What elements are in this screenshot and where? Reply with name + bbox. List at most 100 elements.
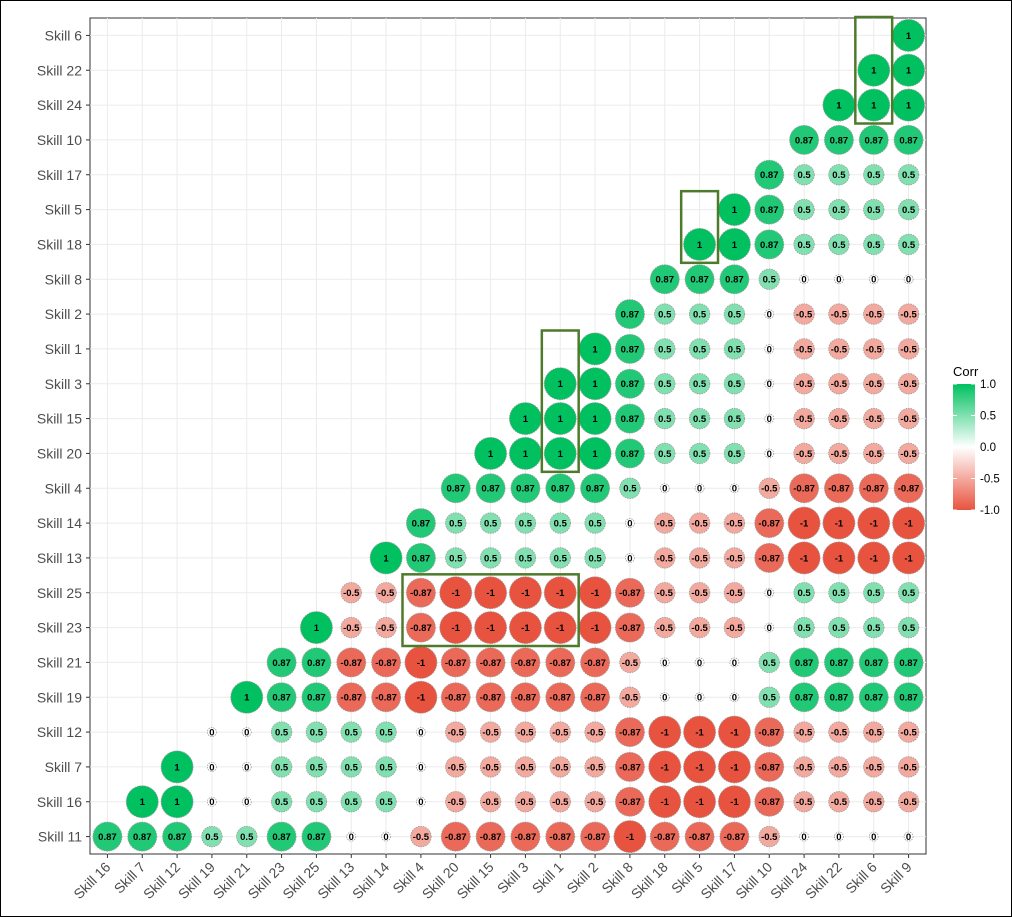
correlation-value-label: 0.87	[412, 553, 431, 564]
correlation-value-label: -0.5	[866, 727, 883, 738]
x-tick-label: Skill 6	[842, 859, 880, 897]
correlation-circle	[892, 506, 925, 540]
correlation-circle	[416, 727, 426, 737]
correlation-value-label: -0.5	[831, 449, 848, 460]
correlation-circle	[863, 616, 885, 639]
correlation-circle	[758, 477, 780, 499]
correlation-circle	[858, 125, 889, 155]
correlation-value-label: -0.87	[619, 797, 641, 808]
correlation-circle	[723, 616, 746, 639]
correlation-value-label: 0.87	[551, 484, 570, 495]
y-tick-label: Skill 18	[37, 236, 82, 252]
correlation-circle	[828, 233, 850, 256]
correlation-circle	[584, 756, 606, 778]
correlation-value-label: 1	[906, 66, 912, 77]
correlation-circle	[619, 477, 641, 499]
correlation-value-label: -0.5	[796, 414, 813, 425]
correlation-value-label: -1	[695, 727, 704, 738]
correlation-value-label: -0.5	[866, 797, 883, 808]
correlation-circle	[729, 483, 740, 494]
y-tick-label: Skill 14	[37, 515, 82, 531]
correlation-value-label: 0	[871, 275, 876, 286]
correlation-value-label: -0.5	[761, 484, 778, 495]
correlation-circle	[510, 821, 541, 852]
correlation-circle	[479, 547, 502, 569]
correlation-circle	[718, 715, 751, 749]
correlation-value-label: -0.87	[340, 658, 362, 669]
correlation-value-label: -0.5	[587, 797, 604, 808]
correlation-circle	[793, 721, 815, 743]
correlation-value-label: -0.87	[340, 693, 362, 704]
correlation-value-label: 0.87	[621, 379, 640, 390]
correlation-value-label: -0.5	[552, 727, 569, 738]
correlation-value-label: -0.87	[549, 693, 571, 704]
correlation-circle	[445, 721, 467, 743]
correlation-circle	[615, 403, 645, 434]
correlation-circle	[893, 473, 924, 504]
correlation-value-label: -0.87	[480, 832, 502, 843]
correlation-value-label: 0.87	[481, 484, 500, 495]
correlation-value-label: 0.87	[795, 658, 814, 669]
correlation-value-label: -0.5	[552, 762, 569, 773]
correlation-value-label: -0.87	[793, 484, 815, 495]
correlation-value-label: -0.87	[584, 693, 606, 704]
correlation-value-label: -0.5	[831, 309, 848, 320]
x-tick-label: Skill 2	[563, 859, 601, 897]
correlation-circle	[578, 402, 612, 435]
correlation-value-label: 0	[383, 832, 388, 843]
correlation-circle	[270, 721, 293, 743]
correlation-value-label: -1	[452, 623, 461, 634]
correlation-circle	[615, 368, 645, 399]
correlation-value-label: 0.87	[412, 518, 431, 529]
legend-tick-label: 0.5	[980, 411, 996, 423]
correlation-value-label: -0.5	[482, 727, 499, 738]
correlation-circle	[475, 473, 506, 504]
correlation-value-label: -0.87	[828, 484, 850, 495]
correlation-value-label: -0.87	[445, 693, 467, 704]
correlation-value-label: 0	[767, 623, 772, 634]
correlation-circle	[754, 159, 785, 190]
correlation-circle	[578, 437, 612, 470]
correlation-value-label: 0.5	[693, 414, 707, 425]
correlation-circle	[793, 582, 815, 604]
correlation-value-label: 0.5	[902, 170, 916, 181]
correlation-circle	[404, 646, 438, 679]
correlation-circle	[241, 796, 252, 807]
correlation-value-label: 0.5	[379, 762, 393, 773]
correlation-circle	[375, 721, 397, 743]
correlation-value-label: 0	[767, 379, 772, 390]
correlation-circle	[445, 791, 467, 813]
correlation-value-label: 1	[906, 31, 912, 42]
correlation-value-label: 0.87	[621, 449, 640, 460]
highlight-boxes	[401, 15, 894, 648]
correlation-circle	[683, 228, 716, 261]
correlation-circle	[305, 756, 328, 778]
correlation-circle	[719, 821, 750, 852]
correlation-value-label: 0.5	[379, 727, 393, 738]
correlation-circle	[375, 756, 397, 778]
correlation-circle	[301, 821, 332, 852]
correlation-value-label: 0.5	[623, 484, 637, 495]
correlation-value-label: -0.87	[619, 623, 641, 634]
correlation-value-label: 0.5	[867, 170, 881, 181]
correlation-value-label: -1	[730, 797, 739, 808]
correlation-value-label: -0.87	[654, 832, 676, 843]
correlation-value-label: 0.5	[519, 553, 533, 564]
correlation-circle	[305, 791, 328, 813]
correlation-circle	[404, 680, 438, 714]
correlation-value-label: 0.5	[484, 518, 498, 529]
correlation-circle	[510, 647, 541, 678]
correlation-value-label: -0.5	[657, 518, 674, 529]
correlation-value-label: -0.5	[900, 762, 917, 773]
correlation-circle	[857, 541, 891, 575]
grid-lines	[90, 18, 926, 854]
correlation-value-label: 1	[732, 240, 738, 251]
correlation-circle	[828, 721, 850, 743]
correlation-circle	[300, 611, 333, 644]
correlation-circle	[822, 506, 856, 540]
x-tick-label: Skill 9	[877, 859, 915, 897]
correlation-value-label: -0.5	[657, 588, 674, 599]
correlation-value-label: -0.5	[552, 797, 569, 808]
correlation-circle	[764, 378, 775, 389]
correlation-value-label: -1	[661, 797, 670, 808]
